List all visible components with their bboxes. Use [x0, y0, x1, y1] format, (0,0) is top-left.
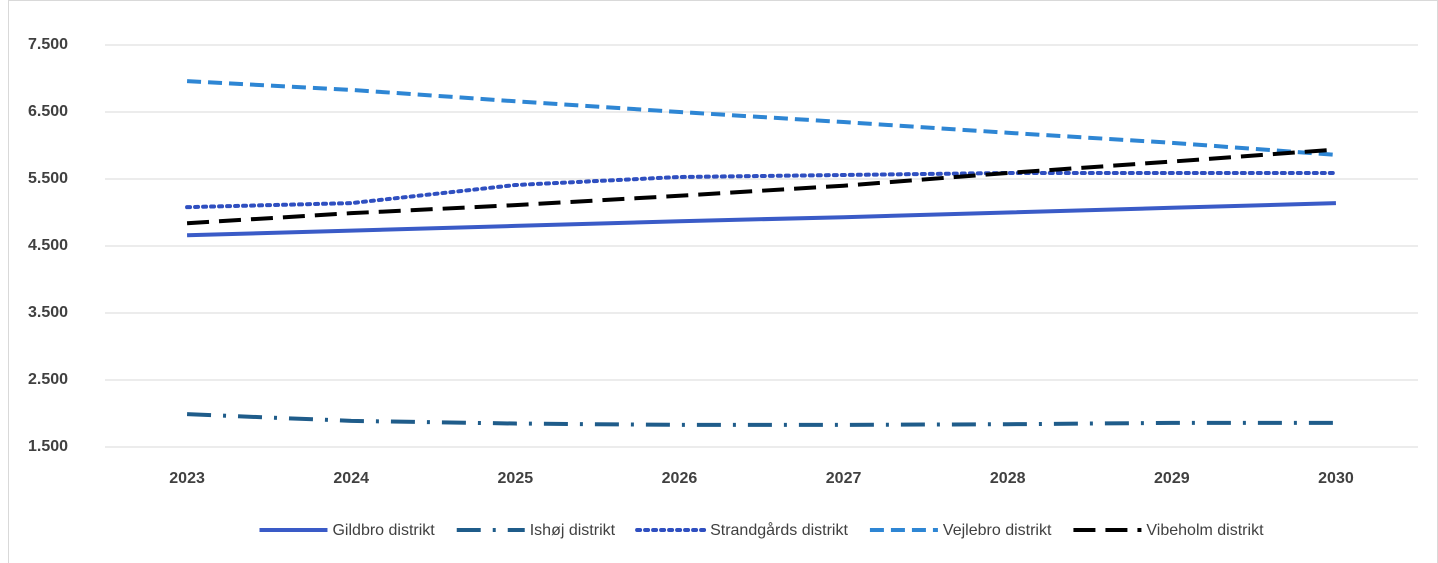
y-tick-label: 2.500	[28, 371, 68, 388]
x-tick-label: 2026	[662, 470, 698, 487]
legend-label: Ishøj distrikt	[530, 522, 616, 539]
x-tick-label: 2028	[990, 470, 1026, 487]
legend-label: Strandgårds distrikt	[710, 521, 848, 539]
series-line	[185, 170, 1338, 210]
legend-label: Gildbro distrikt	[332, 522, 435, 539]
series-line	[187, 201, 1336, 238]
x-tick-label: 2029	[1154, 470, 1190, 487]
y-tick-label: 7.500	[28, 36, 68, 53]
x-tick-label: 2023	[169, 470, 205, 487]
x-tick-label: 2025	[498, 470, 534, 487]
x-tick-label: 2030	[1318, 470, 1354, 487]
legend-label: Vejlebro distrikt	[943, 522, 1052, 539]
y-tick-label: 4.500	[28, 237, 68, 254]
y-tick-label: 3.500	[28, 304, 68, 321]
y-tick-label: 1.500	[28, 438, 68, 455]
chart-frame	[8, 0, 1438, 563]
y-tick-label: 5.500	[28, 170, 68, 187]
series-line	[186, 79, 1337, 157]
series-line	[186, 412, 1336, 427]
x-tick-label: 2027	[826, 470, 862, 487]
legend-label: Vibeholm distrikt	[1146, 522, 1264, 539]
y-tick-label: 6.500	[28, 103, 68, 120]
x-tick-label: 2024	[333, 470, 369, 487]
legend: Gildbro distrikt Ishøj distrikt Strandgård…	[259, 521, 1264, 539]
